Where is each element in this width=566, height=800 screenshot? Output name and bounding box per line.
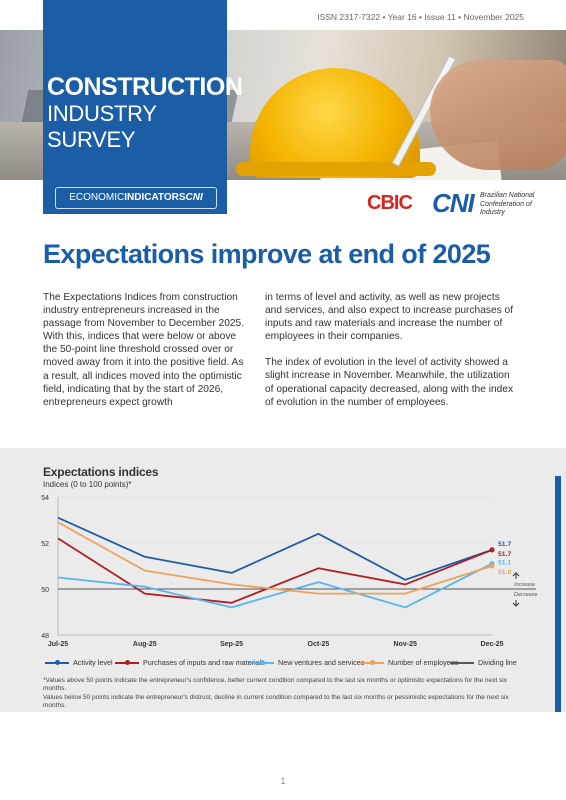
legend-swatch: [450, 662, 474, 665]
publication-title-block: CONSTRUCTION INDUSTRY SURVEY ECONOMICIND…: [43, 0, 243, 214]
footnote-line2: Values below 50 points indicate the entr…: [43, 693, 509, 710]
legend-swatch: [45, 660, 69, 666]
series-line: [57, 537, 493, 604]
decrease-arrow-icon: [512, 600, 520, 607]
end-value-label: 51.7: [498, 551, 511, 558]
series-end-point: [489, 563, 495, 569]
panel-accent-bar: [555, 476, 561, 712]
y-tick-label: 54: [41, 495, 49, 502]
x-tick-label: Oct-25: [308, 641, 330, 648]
series-line: [57, 516, 493, 581]
decrease-label: Decrease: [514, 592, 538, 598]
y-tick-label: 52: [41, 541, 49, 548]
badge-part3: CNI: [185, 192, 203, 203]
chart-footnote: *Values above 50 points indicate the ent…: [43, 677, 523, 711]
article-column-2: in terms of level and activity, as well …: [265, 291, 515, 422]
chart-panel: Expectations indices Indices (0 to 100 p…: [0, 448, 566, 712]
legend-label: Purchases of inputs and raw materials: [143, 658, 265, 667]
cni-logo-text: Brazilian National Confederation of Indu…: [480, 192, 535, 216]
article-column-1: The Expectations Indices from constructi…: [43, 291, 249, 422]
series-line: [57, 521, 493, 595]
legend-label: Dividing line: [478, 658, 517, 667]
legend-label: Number of employees: [388, 658, 459, 667]
hero-photo: [0, 30, 566, 180]
legend-item: Dividing line: [450, 658, 517, 667]
end-value-label: 51.1: [498, 560, 511, 567]
x-tick-label: Sep-25: [220, 641, 243, 648]
legend-label: New ventures and services: [278, 658, 365, 667]
publication-title-line1: CONSTRUCTION: [47, 73, 243, 101]
series-end-point: [489, 547, 495, 553]
chart-subtitle: Indices (0 to 100 points)*: [43, 480, 132, 489]
x-tick-label: Jul-25: [48, 641, 68, 648]
chart-title: Expectations indices: [43, 465, 159, 479]
badge-part1: ECONOMIC: [69, 192, 125, 203]
cni-logo: CNI: [432, 188, 475, 218]
footnote-line1: *Values above 50 points indicate the ent…: [43, 677, 507, 693]
y-tick-label: 50: [41, 587, 49, 594]
economic-indicators-badge: ECONOMICINDICATORSCNI: [55, 187, 217, 209]
end-value-label: 51.7: [498, 541, 511, 548]
legend-swatch: [360, 660, 384, 666]
legend-item: Number of employees: [360, 658, 458, 667]
legend-label: Activity level: [73, 658, 113, 667]
legend-item: New ventures and services: [250, 658, 364, 667]
paragraph: in terms of level and activity, as well …: [265, 292, 514, 343]
paragraph: The index of evolution in the level of a…: [265, 357, 514, 408]
legend-swatch: [250, 660, 274, 666]
issn-line: ISSN 2317-7322 • Year 16 • Issue 11 • No…: [317, 12, 524, 22]
series-line: [57, 562, 493, 609]
publication-title-line2: INDUSTRY SURVEY: [47, 101, 157, 152]
cbic-logo: CBIC: [367, 192, 413, 214]
increase-label: Increase: [514, 582, 535, 588]
y-tick-label: 48: [41, 633, 49, 640]
legend-item: Activity level: [45, 658, 113, 667]
increase-arrow-icon: [512, 572, 520, 579]
paragraph: The Expectations Indices from constructi…: [43, 292, 245, 408]
page-number: 1: [280, 776, 286, 786]
x-tick-label: Dec-25: [481, 641, 504, 648]
end-value-label: 51.0: [498, 569, 511, 576]
x-tick-label: Nov-25: [394, 641, 417, 648]
badge-part2: INDICATORS: [124, 192, 186, 203]
legend-swatch: [115, 660, 139, 666]
legend-item: Purchases of inputs and raw materials: [115, 658, 265, 667]
x-tick-label: Aug-25: [133, 641, 157, 648]
article-headline: Expectations improve at end of 2025: [43, 239, 491, 269]
